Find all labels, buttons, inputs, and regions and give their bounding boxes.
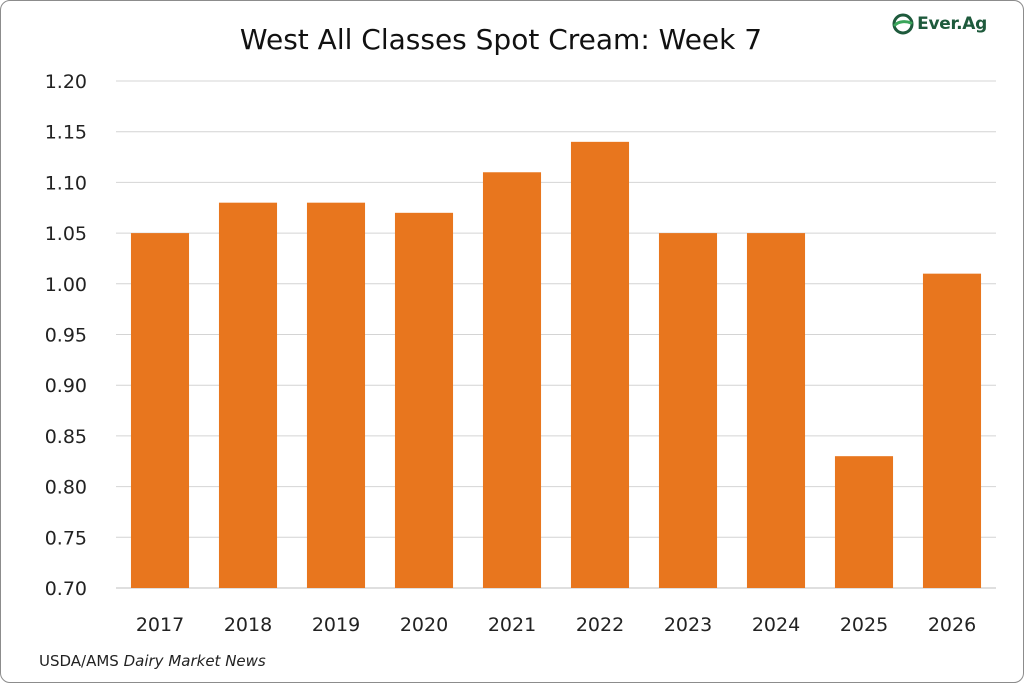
- bar-2021: [482, 172, 542, 588]
- y-tick-label: 0.95: [45, 325, 87, 347]
- x-axis-ticks: 2017 2018 2019 2020 2021 2022 2023 2024 2025 2026: [136, 614, 976, 636]
- bar-2023: [658, 233, 718, 588]
- x-tick-label: 2024: [752, 614, 800, 636]
- bar-chart: 0.70 0.75 0.80 0.85 0.90 0.95 1.00 1.05 1.10 1.15…: [45, 71, 996, 636]
- x-tick-label: 2023: [664, 614, 712, 636]
- y-tick-label: 0.75: [45, 527, 87, 549]
- source-note: USDA/AMS Dairy Market News: [39, 652, 266, 670]
- x-tick-label: 2018: [224, 614, 272, 636]
- y-tick-label: 1.20: [45, 71, 87, 93]
- bar-2025: [834, 456, 894, 588]
- y-tick-label: 0.70: [45, 578, 87, 600]
- bars: [130, 141, 982, 588]
- bar-2024: [746, 233, 806, 588]
- bar-2022: [570, 141, 630, 588]
- y-tick-label: 1.15: [45, 122, 87, 144]
- source-publication: Dairy Market News: [123, 652, 266, 670]
- y-tick-label: 1.00: [45, 274, 87, 296]
- y-tick-label: 0.80: [45, 477, 87, 499]
- x-tick-label: 2026: [928, 614, 976, 636]
- x-tick-label: 2025: [840, 614, 888, 636]
- bar-2020: [394, 212, 454, 588]
- x-tick-label: 2021: [488, 614, 536, 636]
- bar-2018: [218, 202, 278, 588]
- bar-2017: [130, 233, 190, 588]
- x-tick-label: 2020: [400, 614, 448, 636]
- y-tick-label: 0.90: [45, 375, 87, 397]
- y-axis-ticks: 0.70 0.75 0.80 0.85 0.90 0.95 1.00 1.05 1.10 1.15…: [45, 71, 87, 600]
- bar-2026: [922, 273, 982, 588]
- bar-2019: [306, 202, 366, 588]
- y-tick-label: 1.10: [45, 172, 87, 194]
- source-prefix: USDA/AMS: [39, 652, 124, 670]
- y-tick-label: 0.85: [45, 426, 87, 448]
- ever-ag-logo: Ever.Ag: [892, 13, 987, 35]
- x-tick-label: 2022: [576, 614, 624, 636]
- logo-text: Ever.Ag: [917, 14, 987, 34]
- ever-ag-leaf-icon: [892, 13, 914, 35]
- y-tick-label: 1.05: [45, 223, 87, 245]
- chart-title: West All Classes Spot Cream: Week 7: [239, 23, 763, 56]
- x-tick-label: 2019: [312, 614, 360, 636]
- x-tick-label: 2017: [136, 614, 184, 636]
